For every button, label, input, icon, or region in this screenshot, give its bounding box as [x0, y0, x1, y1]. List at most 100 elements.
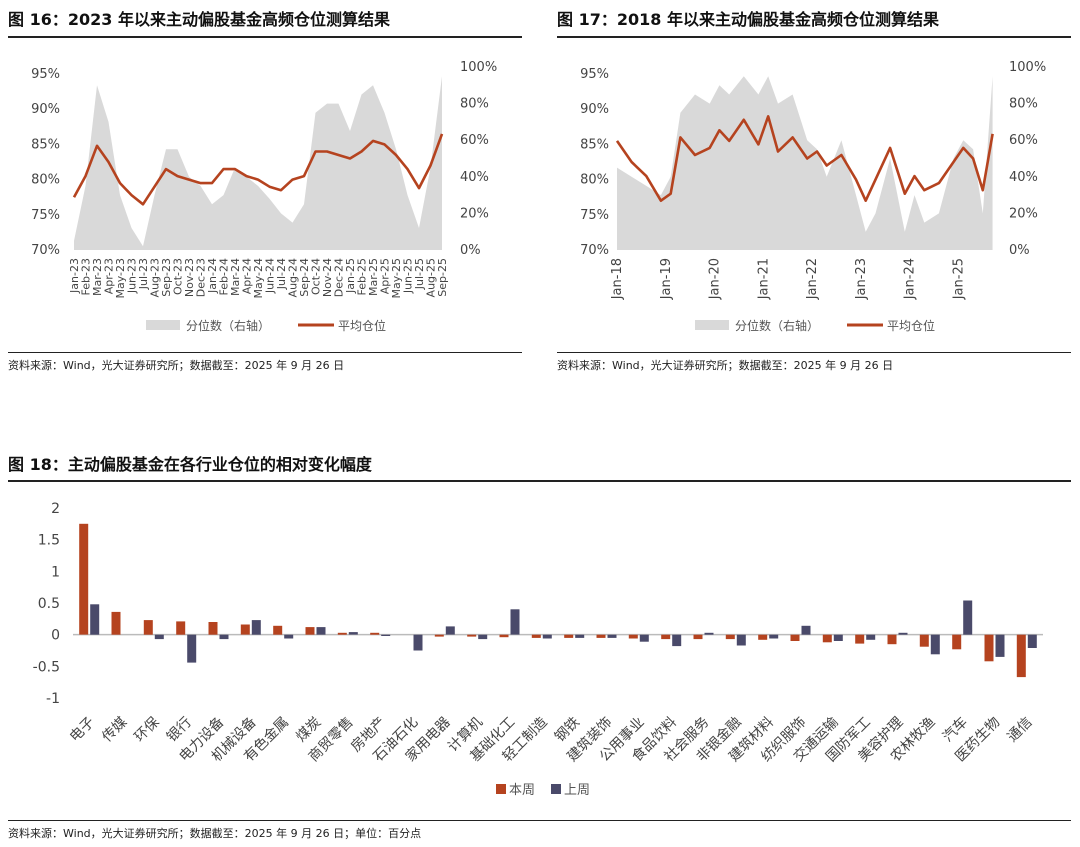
- y-right-tick-label: 20%: [1009, 206, 1038, 221]
- avg-position-line: [72, 133, 444, 206]
- bar-last-week: [284, 634, 294, 639]
- bar-last-week: [639, 634, 649, 642]
- x-tick-label: Dec-23: [195, 258, 208, 297]
- fig16-source: 资料来源：Wind，光大证券研究所；数据截至：2025 年 9 月 26 日: [8, 359, 345, 372]
- fig16-chart: 70% 75% 80% 85% 90% 95% 0% 20% 40% 60% 80% 100% Jan-…: [31, 60, 497, 333]
- x-tick-label: Jul-23: [137, 258, 150, 290]
- bar-last-week: [672, 634, 682, 647]
- x-tick-label: Jan-22: [805, 258, 820, 300]
- x-tick-label: Jan-18: [610, 258, 625, 300]
- x-tick-label: Jun-24: [264, 258, 277, 294]
- y-tick-label: 1.5: [38, 533, 60, 549]
- bar-this-week: [208, 622, 218, 635]
- bar-this-week: [531, 634, 541, 638]
- y-left-tick-label: 85%: [580, 137, 609, 152]
- x-tick-label: Dec-24: [333, 258, 346, 297]
- percentile-area: [74, 76, 442, 250]
- bar-last-week: [963, 600, 973, 635]
- x-tick-label: Apr-25: [379, 258, 392, 294]
- bar-this-week: [143, 620, 153, 635]
- percentile-area: [617, 76, 993, 250]
- x-tick-label: May-23: [114, 258, 127, 299]
- y-tick-label: -1: [46, 691, 60, 707]
- bar-last-week: [187, 634, 197, 663]
- bar-last-week: [510, 609, 520, 635]
- bar-last-week: [736, 634, 746, 646]
- x-tick-label: May-24: [252, 258, 265, 299]
- y-right-tick-label: 20%: [460, 206, 489, 221]
- bar-this-week: [337, 632, 347, 635]
- y-left-tick-label: 95%: [580, 67, 609, 82]
- y-tick-label: 1: [51, 564, 60, 580]
- bar-last-week: [898, 632, 908, 635]
- y-left-tick-label: 90%: [31, 102, 60, 117]
- fig16-source-rule: [8, 352, 522, 353]
- y-tick-label: 0: [51, 628, 60, 644]
- x-tick-label: Aug-25: [425, 258, 438, 297]
- bar-last-week: [413, 634, 423, 651]
- x-tick-label: Oct-24: [310, 258, 323, 295]
- bar-last-week: [316, 627, 326, 635]
- x-tick-label: Apr-23: [103, 258, 116, 294]
- bar-this-week: [79, 523, 89, 635]
- x-tick-label: Jan-25: [344, 258, 357, 294]
- bar-this-week: [822, 634, 832, 643]
- bar-last-week: [381, 634, 391, 636]
- bar-this-week: [984, 634, 994, 662]
- legend-last-label: 上周: [564, 783, 590, 798]
- x-tick-label: Sep-25: [436, 258, 449, 297]
- bar-this-week: [952, 634, 962, 650]
- fig18-title: 图 18：主动偏股基金在各行业仓位的相对变化幅度: [8, 455, 372, 474]
- y-left-tick-label: 85%: [31, 137, 60, 152]
- y-left-tick-label: 80%: [31, 173, 60, 188]
- bar-last-week: [801, 625, 811, 635]
- bar-this-week: [758, 634, 768, 640]
- bar-this-week: [499, 634, 509, 638]
- bar-last-week: [995, 634, 1005, 657]
- y-left-tick-label: 75%: [31, 208, 60, 223]
- x-tick-label: Mar-23: [91, 258, 104, 296]
- bar-this-week: [661, 634, 671, 640]
- bar-this-week: [790, 634, 800, 641]
- x-tick-label: Nov-23: [183, 258, 196, 297]
- y-left-tick-label: 70%: [580, 243, 609, 258]
- x-tick-label: May-25: [390, 258, 403, 299]
- y-right-tick-label: 40%: [460, 170, 489, 185]
- legend-line-label: 平均仓位: [887, 318, 935, 333]
- bar-this-week: [919, 634, 929, 647]
- legend-this-label: 本周: [509, 783, 535, 798]
- x-tick-label: Feb-23: [80, 258, 93, 295]
- bar-last-week: [445, 626, 455, 635]
- bar-this-week: [111, 611, 121, 635]
- bar-this-week: [370, 632, 380, 635]
- x-tick-label: Mar-24: [229, 258, 242, 296]
- x-tick-label: 传媒: [99, 714, 130, 745]
- x-tick-label: Apr-24: [241, 258, 254, 294]
- bar-this-week: [1016, 634, 1026, 678]
- bar-this-week: [273, 625, 283, 635]
- y-left-tick-label: 95%: [31, 67, 60, 82]
- fig17-title: 图 17：2018 年以来主动偏股基金高频仓位测算结果: [557, 10, 939, 29]
- bar-this-week: [434, 634, 444, 637]
- legend-area-label: 分位数（右轴）: [186, 318, 270, 333]
- legend-area-swatch: [695, 320, 729, 330]
- x-tick-label: Jun-23: [126, 258, 139, 294]
- y-right-tick-label: 80%: [460, 97, 489, 112]
- x-tick-label: Sep-23: [160, 258, 173, 297]
- x-tick-label: Aug-23: [149, 258, 162, 297]
- y-right-tick-label: 0%: [460, 243, 481, 258]
- y-right-tick-label: 60%: [460, 133, 489, 148]
- legend-area-swatch: [146, 320, 180, 330]
- x-tick-label: Jan-21: [756, 258, 771, 300]
- y-right-tick-label: 100%: [460, 60, 497, 75]
- bar-last-week: [1027, 634, 1037, 648]
- x-tick-label: Jan-19: [659, 258, 674, 300]
- bar-last-week: [769, 634, 779, 639]
- bar-this-week: [564, 634, 574, 638]
- x-tick-label: Jan-23: [68, 258, 81, 294]
- fig16-title: 图 16：2023 年以来主动偏股基金高频仓位测算结果: [8, 10, 390, 29]
- y-right-tick-label: 0%: [1009, 243, 1030, 258]
- x-tick-label: Feb-25: [356, 258, 369, 295]
- bar-last-week: [704, 632, 714, 635]
